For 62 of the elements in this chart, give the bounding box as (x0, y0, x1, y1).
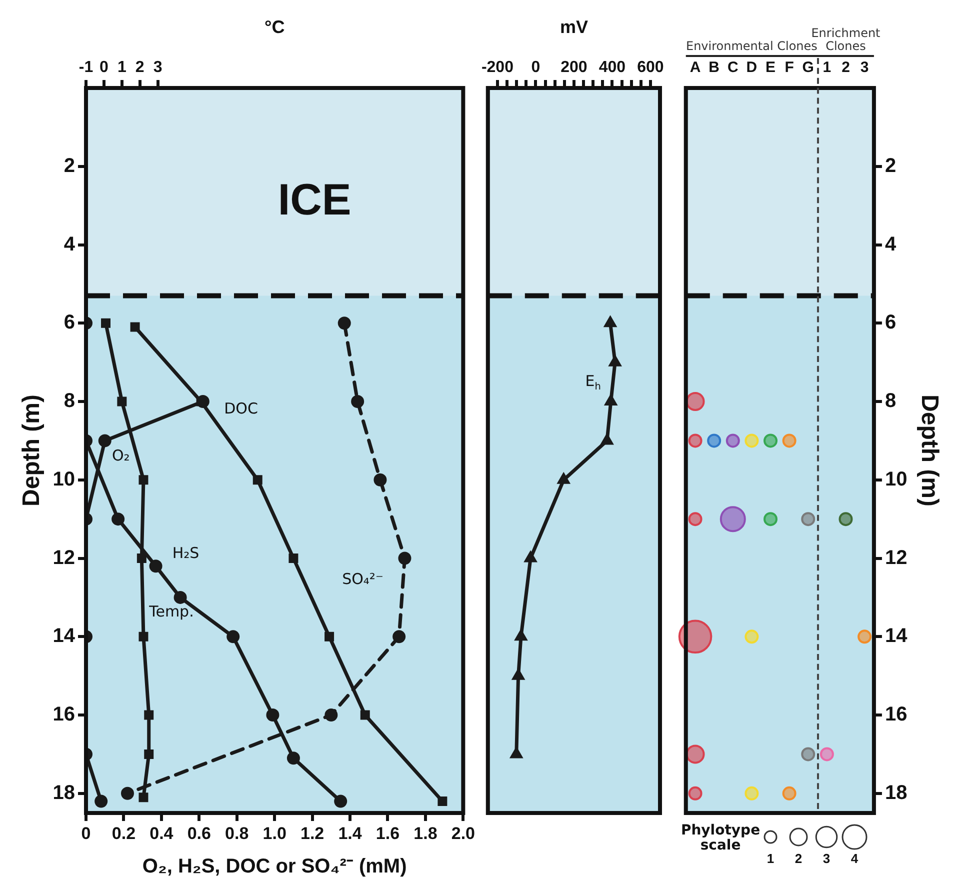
series-label: DOC (224, 399, 258, 418)
band-label: ICE (278, 175, 352, 224)
y-tick-label: 12 (884, 546, 908, 569)
x2-axis-title: °C (264, 16, 285, 37)
x-tick-label: 200 (560, 58, 588, 76)
y-tick-label: 18 (884, 782, 908, 804)
x-axis-title: mV (560, 16, 588, 37)
x-tick-label: G (802, 59, 814, 76)
text: Environmental Clones (686, 39, 818, 54)
x-tick-label: 1.2 (300, 824, 324, 843)
x-tick-label: 0.4 (150, 824, 174, 843)
y-tick-label: 4 (64, 233, 76, 256)
x-tick-label: 600 (637, 58, 664, 76)
y-tick-label: 16 (884, 704, 908, 726)
y-tick-label: 14 (884, 625, 908, 648)
x-tick-label: C (727, 59, 738, 76)
y-tick-label: 10 (52, 468, 75, 490)
x-tick-label: 3 (860, 59, 869, 76)
x2-tick-label: -1 (78, 58, 94, 76)
y-tick-label: 8 (64, 390, 75, 412)
series-label: Temp. (148, 602, 194, 621)
y-axis-title: Depth (m) (916, 394, 943, 506)
y-tick-label: 4 (884, 233, 897, 256)
y-tick-label: 2 (64, 154, 75, 177)
legend-label: 4 (850, 851, 859, 866)
series-label: H₂S (172, 544, 200, 562)
series-label: O₂ (112, 446, 130, 465)
x-tick-label: 1.6 (376, 824, 400, 843)
y-tick-label: 2 (884, 154, 896, 177)
y-tick-label: 8 (884, 390, 896, 412)
y-tick-label: 6 (64, 312, 75, 334)
x-tick-label: B (708, 59, 720, 76)
y-tick-label: 18 (52, 782, 75, 804)
x-axis-title: O₂, H₂S, DOC or SO₄²⁻ (mM) (142, 856, 407, 878)
x-tick-label: 1.4 (338, 824, 362, 843)
x-tick-label: D (746, 59, 758, 76)
x-tick-label: 400 (598, 58, 626, 76)
y-tick-label: 14 (52, 625, 76, 648)
y-tick-label: 12 (52, 546, 75, 569)
y-tick-label: 10 (884, 468, 908, 490)
legend-title: Phylotype scale (680, 822, 760, 854)
legend-label: 3 (822, 851, 830, 866)
x-tick-label: 0.6 (187, 824, 211, 843)
x-tick-label: A (690, 59, 701, 76)
x-tick-label: -200 (481, 58, 514, 76)
x-tick-label: 0.2 (112, 824, 136, 843)
x-tick-label: 0 (531, 58, 540, 76)
x-tick-label: 0.8 (225, 824, 249, 843)
x-tick-label: 2.0 (451, 824, 476, 843)
x-tick-label: F (784, 59, 794, 76)
x-tick-label: 2 (842, 59, 850, 76)
series-label: SO₄²⁻ (342, 570, 384, 588)
y-axis-title: Depth (m) (18, 394, 46, 506)
y-tick-label: 6 (884, 312, 896, 334)
x-tick-label: 1.8 (414, 824, 438, 843)
x-tick-label: E (766, 59, 776, 76)
x-tick-label: 0 (81, 824, 91, 843)
y-tick-label: 16 (52, 704, 75, 726)
legend-label: 1 (766, 851, 774, 866)
legend-label: 2 (794, 851, 802, 866)
x-tick-label: 1 (822, 59, 832, 76)
x-tick-label: 1.0 (262, 824, 286, 843)
